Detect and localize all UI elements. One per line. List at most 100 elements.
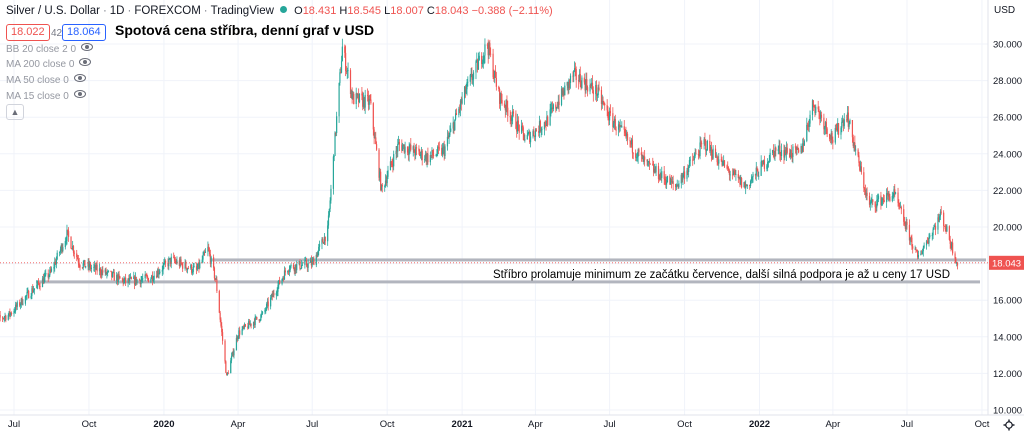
candle-body xyxy=(675,186,678,188)
candle-body xyxy=(402,146,404,151)
candle-body xyxy=(595,85,597,95)
candle-body xyxy=(523,133,525,141)
candle-body xyxy=(811,100,814,115)
candle-body xyxy=(145,274,147,276)
candle-body xyxy=(894,189,896,194)
candle-body xyxy=(279,280,281,284)
candle-body xyxy=(151,275,154,281)
candle-body xyxy=(204,251,207,253)
candle-body xyxy=(61,245,63,251)
candle-body xyxy=(490,53,492,55)
candle-body xyxy=(361,93,363,96)
eye-icon[interactable] xyxy=(73,90,86,98)
candle-body xyxy=(452,122,454,129)
candle-body xyxy=(19,302,21,306)
candle-body xyxy=(312,259,314,262)
candle-body xyxy=(374,137,376,139)
candle-body xyxy=(573,70,575,77)
candle-body xyxy=(216,279,218,292)
indicator-ma50[interactable]: MA 50 close 0 xyxy=(6,74,86,86)
candle-body xyxy=(671,181,673,183)
candle-body xyxy=(672,181,674,185)
candle-body xyxy=(334,132,336,156)
candle-body xyxy=(55,259,57,265)
candle-body xyxy=(909,237,911,241)
candle-body xyxy=(311,261,313,266)
candle-body xyxy=(840,127,842,135)
candle-body xyxy=(461,98,463,104)
candle-body xyxy=(621,126,623,128)
candle-body xyxy=(892,195,894,197)
candle-body xyxy=(704,139,706,141)
candle-body xyxy=(801,146,803,152)
candle-body xyxy=(210,257,212,264)
sell-price-button[interactable]: 18.022 xyxy=(6,24,50,41)
candle-body xyxy=(509,116,511,118)
eye-icon[interactable] xyxy=(81,43,94,51)
candle-body xyxy=(555,104,557,109)
candle-body xyxy=(133,276,135,279)
chart-annotation[interactable]: Stříbro prolamuje minimum ze začátku čer… xyxy=(493,269,951,281)
candle-body xyxy=(72,246,75,253)
indicator-ma200[interactable]: MA 200 close 0 xyxy=(6,58,92,70)
candle-body xyxy=(635,153,637,158)
buy-price-button[interactable]: 18.064 xyxy=(62,24,106,41)
candle-body xyxy=(220,319,222,326)
candle-body xyxy=(122,279,124,284)
candle-body xyxy=(871,199,873,202)
chevron-up-icon[interactable]: ▲ xyxy=(6,104,24,120)
candle-body xyxy=(430,155,432,156)
candle-body xyxy=(413,146,415,153)
candle-body xyxy=(951,242,953,249)
candle-body xyxy=(533,131,535,136)
candle-body xyxy=(358,93,361,103)
candle-body xyxy=(842,120,845,127)
candle-body xyxy=(469,75,471,82)
candle-body xyxy=(498,86,500,89)
candle-body xyxy=(454,119,456,131)
candle-body xyxy=(814,106,816,114)
candle-body xyxy=(688,160,691,167)
candle-body xyxy=(877,195,880,200)
candle-body xyxy=(489,43,491,54)
candle-body xyxy=(820,114,823,118)
candle-body xyxy=(723,160,725,162)
candle-body xyxy=(48,275,50,278)
candle-body xyxy=(128,278,130,282)
candle-body xyxy=(419,151,421,156)
candle-body xyxy=(504,106,506,111)
symbol-name[interactable]: Silver / U.S. Dollar xyxy=(6,5,100,17)
interval-label[interactable]: 1D xyxy=(109,5,125,17)
candle-body xyxy=(300,268,302,270)
candle-body xyxy=(169,258,172,264)
candle-body xyxy=(808,123,810,127)
gear-icon[interactable] xyxy=(1003,419,1015,431)
candle-body xyxy=(289,266,291,271)
candle-body xyxy=(201,259,203,263)
time-tick-label: Oct xyxy=(380,419,395,430)
candle-body xyxy=(768,160,770,162)
candle-body xyxy=(283,270,286,280)
candle-body xyxy=(323,242,325,244)
candle-body xyxy=(249,323,251,325)
candle-body xyxy=(500,93,502,100)
candle-body xyxy=(865,192,867,196)
indicator-ma15[interactable]: MA 15 close 0 xyxy=(6,90,86,102)
candle-body xyxy=(104,269,106,273)
candle-body xyxy=(515,113,517,129)
candle-body xyxy=(547,116,549,126)
eye-icon[interactable] xyxy=(73,74,86,82)
eye-icon[interactable] xyxy=(79,58,92,66)
indicator-bb[interactable]: BB 20 close 2 0 xyxy=(6,43,94,55)
candle-body xyxy=(142,278,144,280)
candlestick-series xyxy=(0,38,959,376)
candle-body xyxy=(535,129,537,132)
candle-body xyxy=(604,103,606,106)
candle-body xyxy=(233,350,235,356)
candle-body xyxy=(318,246,320,252)
candle-body xyxy=(409,144,411,149)
candle-body xyxy=(682,174,684,180)
candle-body xyxy=(738,177,740,179)
currency-label[interactable]: USD xyxy=(994,5,1016,16)
